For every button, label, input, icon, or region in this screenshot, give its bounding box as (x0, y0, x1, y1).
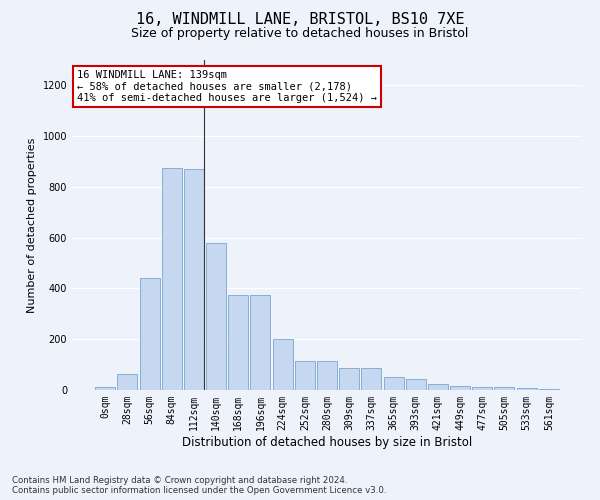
Text: 16, WINDMILL LANE, BRISTOL, BS10 7XE: 16, WINDMILL LANE, BRISTOL, BS10 7XE (136, 12, 464, 28)
Bar (494, 388, 514, 390)
Bar (206, 243, 226, 390)
Bar (95, 387, 115, 390)
Bar (472, 386, 492, 390)
Text: 16 WINDMILL LANE: 139sqm
← 58% of detached houses are smaller (2,178)
41% of sem: 16 WINDMILL LANE: 139sqm ← 58% of detach… (77, 70, 377, 103)
Bar (517, 388, 536, 390)
Bar (428, 384, 448, 390)
Bar (228, 295, 248, 390)
Bar (162, 168, 182, 390)
Text: Contains HM Land Registry data © Crown copyright and database right 2024.
Contai: Contains HM Land Registry data © Crown c… (12, 476, 386, 495)
Bar (184, 169, 204, 390)
Bar (317, 361, 337, 390)
Bar (539, 388, 559, 390)
Bar (339, 368, 359, 390)
Bar (118, 374, 137, 390)
Y-axis label: Number of detached properties: Number of detached properties (27, 138, 37, 312)
Bar (383, 378, 404, 390)
Bar (140, 278, 160, 390)
Bar (295, 361, 315, 390)
Text: Size of property relative to detached houses in Bristol: Size of property relative to detached ho… (131, 28, 469, 40)
Bar (450, 386, 470, 390)
X-axis label: Distribution of detached houses by size in Bristol: Distribution of detached houses by size … (182, 436, 472, 448)
Bar (250, 295, 271, 390)
Bar (272, 339, 293, 390)
Bar (361, 368, 382, 390)
Bar (406, 380, 426, 390)
